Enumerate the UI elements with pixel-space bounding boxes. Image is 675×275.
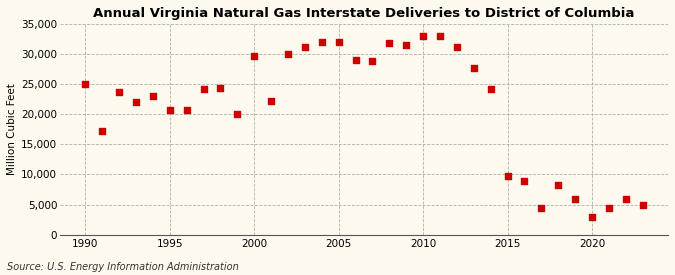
Point	[536, 206, 547, 210]
Point	[182, 108, 192, 112]
Point	[468, 66, 479, 71]
Point	[637, 202, 648, 207]
Point	[283, 52, 294, 56]
Point	[603, 206, 614, 210]
Point	[401, 43, 412, 47]
Title: Annual Virginia Natural Gas Interstate Deliveries to District of Columbia: Annual Virginia Natural Gas Interstate D…	[93, 7, 634, 20]
Point	[317, 40, 327, 44]
Point	[131, 99, 142, 104]
Point	[266, 99, 277, 103]
Point	[485, 87, 496, 91]
Point	[502, 174, 513, 178]
Point	[249, 54, 260, 58]
Point	[553, 182, 564, 187]
Point	[367, 59, 378, 64]
Point	[80, 82, 90, 86]
Point	[418, 34, 429, 38]
Point	[350, 58, 361, 62]
Point	[198, 87, 209, 91]
Point	[113, 90, 124, 94]
Point	[570, 197, 580, 201]
Text: Source: U.S. Energy Information Administration: Source: U.S. Energy Information Administ…	[7, 262, 238, 272]
Point	[97, 129, 107, 133]
Point	[232, 112, 243, 116]
Point	[452, 45, 462, 50]
Point	[148, 93, 159, 98]
Point	[435, 34, 446, 38]
Point	[519, 179, 530, 183]
Point	[587, 215, 597, 219]
Point	[333, 40, 344, 44]
Point	[300, 45, 310, 49]
Point	[165, 108, 176, 112]
Y-axis label: Million Cubic Feet: Million Cubic Feet	[7, 83, 17, 175]
Point	[384, 41, 395, 45]
Point	[620, 196, 631, 201]
Point	[215, 86, 226, 90]
